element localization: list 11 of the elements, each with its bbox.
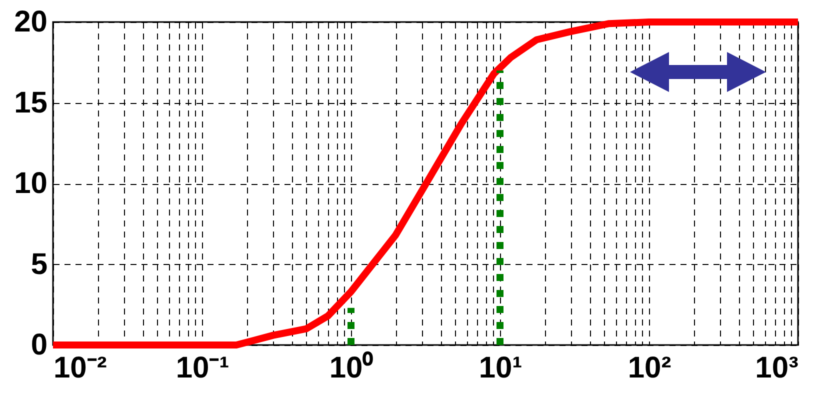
- x-tick-label: 10⁻²: [54, 352, 107, 384]
- x-tick-label: 10¹: [478, 352, 522, 384]
- x-tick-label: 10³: [755, 352, 799, 384]
- x-tick-label: 10²: [628, 352, 672, 384]
- y-tick-label: 0: [30, 328, 48, 362]
- x-tick-label: 10⁰: [329, 350, 374, 384]
- y-tick-label: 5: [30, 248, 48, 281]
- y-tick-label: 20: [14, 6, 48, 38]
- y-tick-label: 15: [14, 86, 48, 120]
- y-tick-label: 10: [14, 167, 48, 200]
- x-tick-label: 10⁻¹: [176, 352, 230, 384]
